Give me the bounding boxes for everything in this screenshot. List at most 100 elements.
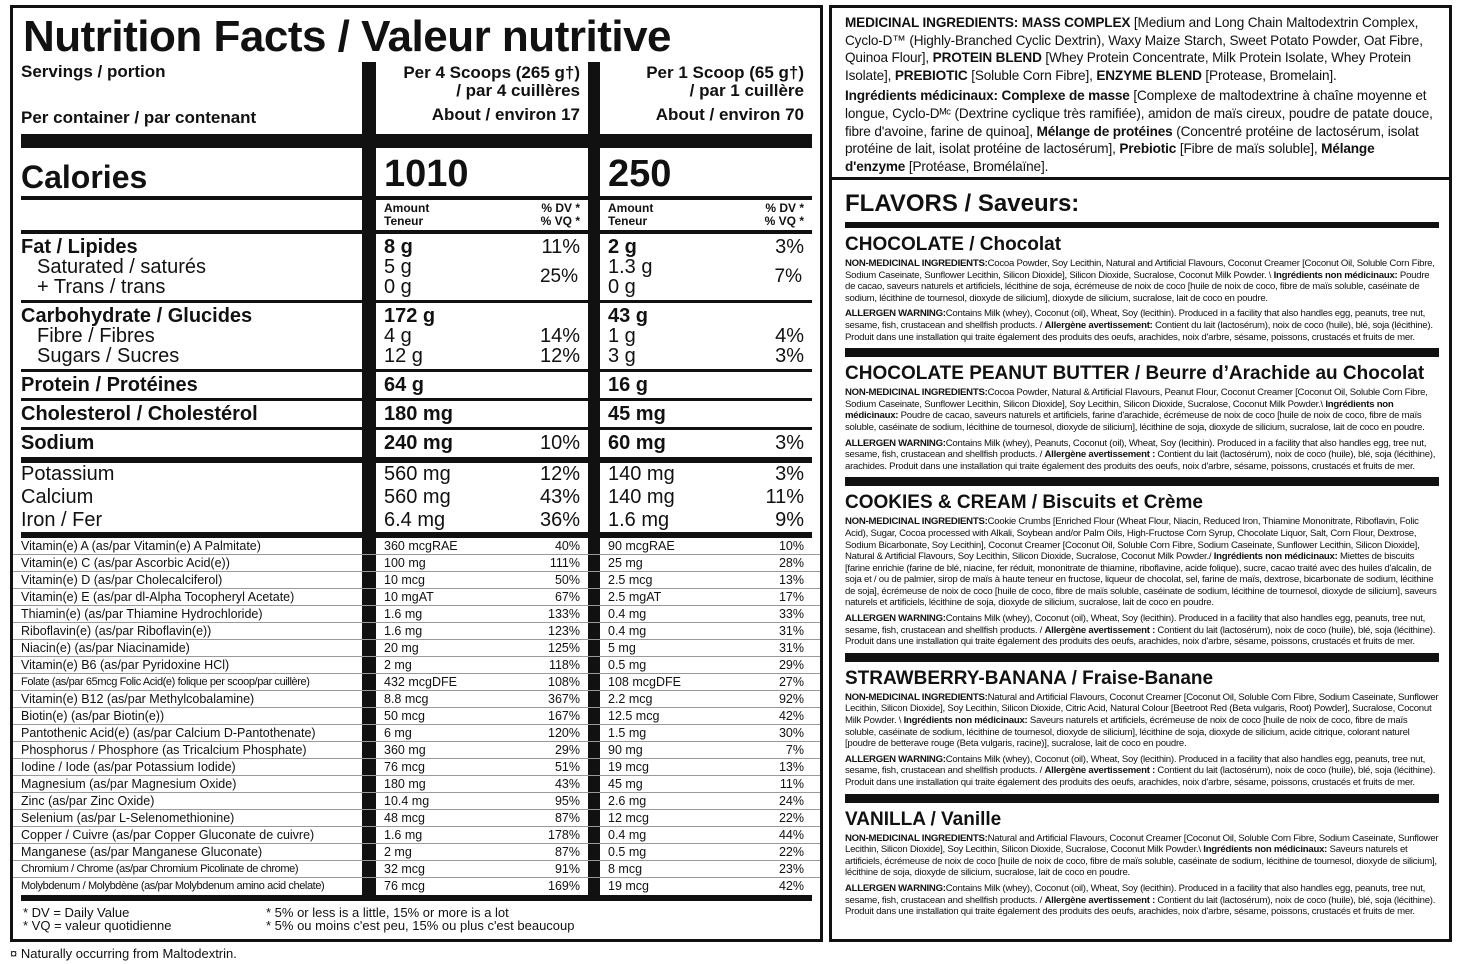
ingredient-text: [Complexe de maltodextrine à chaîne moye…: [845, 88, 1433, 139]
amount-cell: 560 mg 12%: [376, 463, 588, 486]
non-medicinal-label: NON-MEDICINAL INGREDIENTS:: [845, 258, 988, 269]
amount-cell: 2 mg 118%: [376, 657, 588, 673]
carbohydrate-group: Carbohydrate / Glucides Fibre / Fibres S…: [13, 303, 820, 369]
non-medicinal-text: Cookie Crumbs [Enriched Flour (Wheat Flo…: [845, 516, 1420, 563]
daily-value: 95%: [554, 794, 580, 808]
allergen-warning: ALLERGEN WARNING:Contains Milk (whey), P…: [845, 438, 1439, 473]
calories-label: Calories: [21, 159, 148, 195]
nutrient-label: Selenium (as/par L-Selenomethionine): [21, 811, 235, 825]
daily-value: 31%: [778, 624, 804, 638]
ingredient-text: [Protéase, Bromélaïne].: [905, 158, 1049, 174]
amount: 560 mg: [384, 463, 451, 485]
amount-cell: 10.4 mg 95%: [376, 793, 588, 809]
flavor-title: STRAWBERRY-BANANA / Fraise-Banane: [845, 667, 1214, 689]
ingredient-heading: MEDICINAL INGREDIENTS:: [845, 15, 1022, 30]
sugars-b-dv: 3%: [775, 345, 804, 367]
daily-value: 36%: [539, 509, 580, 531]
amount: 0.4 mg: [608, 607, 647, 621]
divider: [21, 369, 812, 372]
amount: 560 mg: [384, 486, 451, 508]
non-medicinal-label-fr: Ingrédients non médicinaux:: [845, 398, 1394, 422]
amount-header: Amount Teneur% DV *% VQ * Amount Teneur% D…: [13, 200, 820, 230]
nutrient-label: Biotin(e) (as/par Biotin(e)): [21, 709, 165, 723]
non-medicinal-ingredients: NON-MEDICINAL INGREDIENTS:Natural and Ar…: [845, 833, 1439, 879]
calories-b: 250: [608, 153, 672, 195]
ingredient-heading: Complexe de masse: [1001, 88, 1130, 104]
ingredient-text: [Whey Protein Concentrate, Milk Protein …: [845, 50, 1411, 83]
amount-cell: 6.4 mg 36%: [376, 509, 588, 532]
non-medicinal-label-fr: Ingrédients non médicinaux:: [903, 715, 1028, 727]
amount: 108 mcgDFE: [608, 675, 681, 689]
fat-a: 8 g: [384, 236, 413, 258]
fat-label: Fat / Lipides: [21, 236, 138, 258]
dv-note-fr: * 5% ou moins c'est peu, 15% ou plus c'e…: [266, 918, 575, 933]
sat-trans-a-dv: 25%: [539, 266, 578, 287]
ingredient-heading: MASS COMPLEX: [1021, 15, 1131, 30]
non-medicinal-ingredients: NON-MEDICINAL INGREDIENTS:Cookie Crumbs …: [845, 516, 1439, 609]
amount: 12 mcg: [608, 811, 649, 825]
daily-value: 125%: [548, 641, 580, 655]
nutrient-label: Magnesium (as/par Magnesium Oxide): [21, 777, 237, 791]
amount-cell: 20 mg 125%: [376, 640, 588, 656]
daily-value: 28%: [778, 556, 804, 570]
nutrient-label: Niacin(e) (as/par Niacinamide): [21, 641, 190, 655]
vitamin-row: Manganese (as/par Manganese Gluconate) 2 …: [13, 844, 820, 861]
sugars-a-dv: 12%: [539, 345, 580, 367]
ingredient-text: [Protease, Bromelain].: [1201, 67, 1337, 83]
amount: 1.6 mg: [384, 624, 423, 638]
amount: 90 mg: [608, 743, 643, 757]
daily-value: 123%: [548, 624, 580, 638]
serving-a-size-fr: / par 4 cuillères: [456, 81, 580, 100]
allergen-text: Contains Milk (whey), Coconut (oil), Whe…: [845, 613, 1426, 636]
flavor-title: COOKIES & CREAM / Biscuits et Crème: [845, 492, 1203, 514]
amount: 48 mcg: [384, 811, 425, 825]
vitamin-row: Vitamin(e) B6 (as/par Pyridoxine HCl) 2 m…: [13, 657, 820, 674]
amount-cell: 560 mg 43%: [376, 486, 588, 509]
daily-value: 11%: [765, 486, 804, 508]
sodium-row: Sodium 240 mg 10% 60 mg 3%: [13, 430, 820, 457]
maltodextrin-footnote: ¤ Naturally occurring from Maltodextrin.: [10, 946, 237, 961]
non-medicinal-text-fr: Miettes de biscuits [farine enrichie (fa…: [845, 551, 1437, 609]
allergen-label-fr: Allergène avertissement:: [1044, 319, 1153, 331]
vitamin-row: Pantothenic Acid(e) (as/par Calcium D-Pa…: [13, 725, 820, 742]
sat-trans-b-dv: 7%: [774, 266, 802, 287]
vq-label: % VQ *: [540, 214, 580, 228]
fibre-b: 1 g: [608, 325, 636, 347]
dv-definition: * DV = Daily Value: [23, 905, 130, 920]
dv-note-en: * 5% or less is a little, 15% or more is…: [266, 905, 509, 920]
fat-b: 2 g: [608, 236, 637, 258]
daily-value: 13%: [778, 760, 804, 774]
non-medicinal-text-fr: Saveurs naturels et artificiels, écrémeu…: [845, 844, 1437, 879]
daily-value: 51%: [554, 760, 580, 774]
amount: 432 mcgDFE: [384, 675, 457, 689]
non-medicinal-label-fr: Ingrédients non médicinaux:: [1273, 269, 1398, 281]
fat-b-dv: 3%: [775, 236, 804, 258]
amount: 2 mg: [384, 845, 412, 859]
vitamin-row: Chromium / Chrome (as/par Chromium Picol…: [13, 861, 820, 878]
nutrient-label: Manganese (as/par Manganese Gluconate): [21, 845, 263, 859]
amount-cell: 90 mg 7%: [600, 742, 812, 758]
amount-cell: 1.6 mg 123%: [376, 623, 588, 639]
daily-value: 29%: [554, 743, 580, 757]
allergen-warning: ALLERGEN WARNING:Contains Milk (whey), C…: [845, 883, 1439, 918]
amount-cell: 12.5 mcg 42%: [600, 708, 812, 724]
nutrient-label: Riboflavin(e) (as/par Riboflavin(e)): [21, 624, 212, 638]
amount: 100 mg: [384, 556, 426, 570]
non-medicinal-text: Cocoa Powder, Natural & Artificial Flavo…: [845, 387, 1428, 410]
mineral-row: Potassium 560 mg 12% 140 mg 3%: [13, 463, 820, 486]
allergen-label-fr: Allergène avertissement :: [1044, 894, 1156, 906]
amount: 50 mcg: [384, 709, 425, 723]
mineral-row: Calcium 560 mg 43% 140 mg 11%: [13, 486, 820, 509]
sugars-label: Sugars / Sucres: [37, 345, 180, 367]
serving-a-size: Per 4 Scoops (265 g†): [403, 63, 580, 82]
daily-value: 3%: [775, 463, 804, 485]
amount: 90 mcgRAE: [608, 539, 675, 553]
vitamin-row: Vitamin(e) A (as/par Vitamin(e) A Palmit…: [13, 538, 820, 555]
daily-value: 169%: [548, 879, 580, 893]
ingredient-heading: Ingrédients médicinaux:: [845, 88, 1002, 104]
serving-a-container: About / environ 17: [431, 105, 580, 124]
amount: 360 mcgRAE: [384, 539, 458, 553]
daily-value: 42%: [778, 879, 804, 893]
amount: 2.2 mcg: [608, 692, 653, 706]
flavor-section: CHOCOLATE / Chocolat NON-MEDICINAL INGRED…: [845, 228, 1439, 358]
